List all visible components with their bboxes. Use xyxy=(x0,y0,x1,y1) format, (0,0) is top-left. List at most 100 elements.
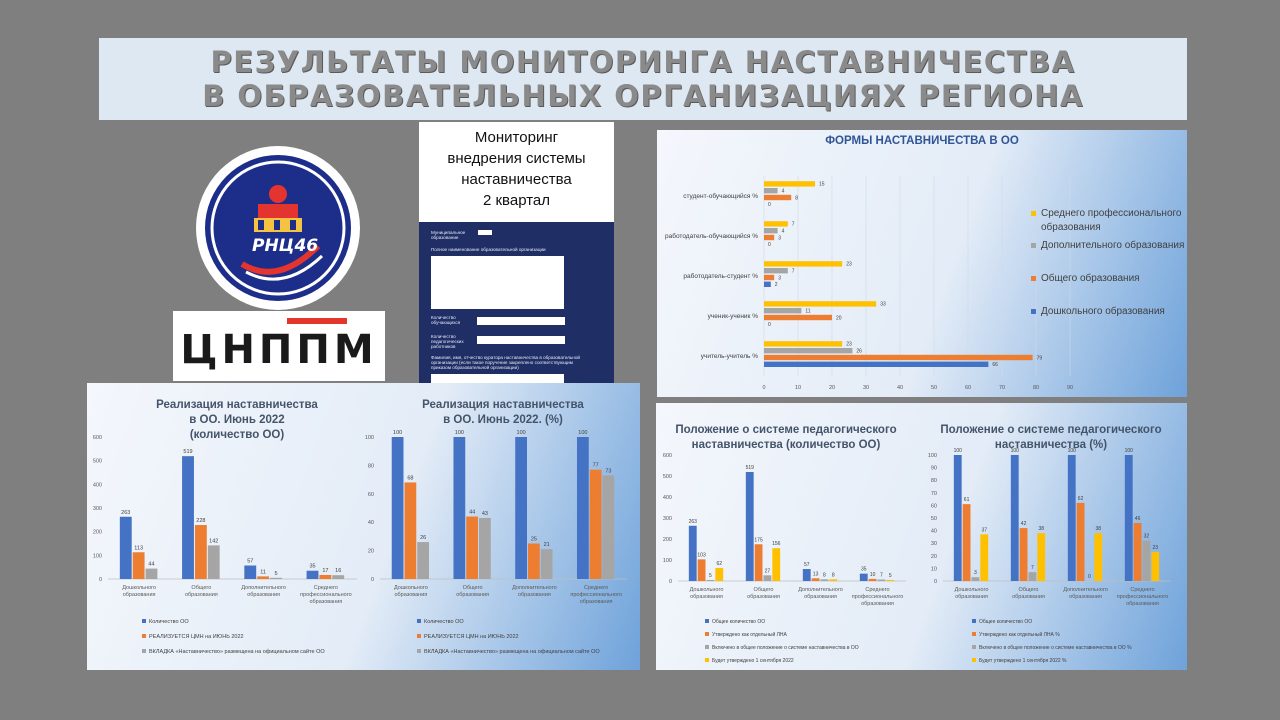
category-label: образования xyxy=(456,592,489,598)
rnc46-logo: РНЦ46 xyxy=(194,146,362,311)
fullname-label: Полное наименование образовательной орга… xyxy=(431,247,546,252)
bar xyxy=(391,437,404,579)
legend-label: Включено в общее положение о системе нас… xyxy=(979,645,1132,651)
chart-panel-realization: Реализация наставничества в ОО. Июнь 2022… xyxy=(87,383,640,670)
y-tick-label: 200 xyxy=(93,530,102,536)
bar xyxy=(772,548,781,581)
x-tick-label: 90 xyxy=(1067,385,1073,391)
y-tick-label: 20 xyxy=(368,549,374,555)
data-label: 26 xyxy=(420,535,426,541)
data-label: 68 xyxy=(407,475,413,481)
legend-label: Общего образования xyxy=(1041,272,1140,284)
y-tick-label: 0 xyxy=(934,579,937,585)
bar xyxy=(688,525,697,581)
legend-swatch xyxy=(972,632,976,636)
bar xyxy=(576,437,589,579)
bar xyxy=(1037,533,1046,581)
monitoring-title-line: 2 квартал xyxy=(482,192,551,209)
data-label: 263 xyxy=(689,519,698,525)
y-tick-label: 80 xyxy=(368,463,374,469)
fullname-input[interactable] xyxy=(431,256,564,309)
data-label: 7 xyxy=(792,269,795,275)
bar xyxy=(453,437,466,579)
bar xyxy=(764,354,1033,361)
data-label: 33 xyxy=(880,302,886,308)
data-label: 263 xyxy=(121,510,130,516)
bar xyxy=(764,221,788,227)
bar xyxy=(971,577,980,581)
bar xyxy=(306,570,319,579)
legend-swatch xyxy=(1031,243,1036,248)
category-label: профессионального xyxy=(300,592,352,598)
data-label: 7 xyxy=(880,573,883,579)
legend-swatch xyxy=(705,645,709,649)
y-tick-label: 200 xyxy=(663,537,672,543)
data-label: 5 xyxy=(274,571,277,577)
data-label: 43 xyxy=(482,511,488,517)
data-label: 21 xyxy=(544,542,550,548)
monitoring-title-line: Мониторинг xyxy=(474,129,559,146)
data-label: 103 xyxy=(697,552,706,558)
y-tick-label: 500 xyxy=(663,474,672,480)
bar xyxy=(829,579,838,581)
y-tick-label: 100 xyxy=(365,435,374,441)
bar xyxy=(119,516,132,579)
data-label: 61 xyxy=(964,497,970,503)
bar xyxy=(763,575,772,581)
category-label: образования xyxy=(247,592,280,598)
data-label: 20 xyxy=(836,315,842,321)
category-label: работодатель-обучающийся % xyxy=(665,232,758,240)
bar xyxy=(332,575,345,579)
category-label: образования xyxy=(518,592,551,598)
data-label: 15 xyxy=(819,182,825,188)
category-label: Среднего xyxy=(314,585,338,591)
y-tick-label: 500 xyxy=(93,459,102,465)
chart-title: Реализация наставничества xyxy=(422,399,584,411)
teachers-label: Количество педагогических работников xyxy=(431,334,464,349)
data-label: 4 xyxy=(782,189,785,195)
data-label: 100 xyxy=(393,430,402,436)
legend-label: Количество ОО xyxy=(424,619,464,625)
bar xyxy=(244,565,257,579)
data-label: 44 xyxy=(148,562,154,568)
legend-label: ВКЛАДКА «Наставничество» размещена на оф… xyxy=(149,648,325,655)
category-label: студент-обучающийся % xyxy=(683,192,758,200)
curator-input[interactable] xyxy=(431,374,564,384)
municipal-label: Муниципальное образование xyxy=(431,230,466,240)
bar xyxy=(1067,455,1076,581)
data-label: 17 xyxy=(322,568,328,574)
category-label: образования xyxy=(394,592,427,598)
y-tick-label: 100 xyxy=(663,558,672,564)
data-label: 57 xyxy=(247,559,253,565)
x-tick-label: 60 xyxy=(965,385,971,391)
bar xyxy=(182,456,194,579)
data-label: 5 xyxy=(889,573,892,579)
bar xyxy=(1028,572,1037,581)
category-label: Дополнительного xyxy=(512,585,557,591)
data-label: 3 xyxy=(778,235,781,241)
data-label: 10 xyxy=(870,572,876,578)
data-label: 8 xyxy=(795,195,798,201)
chart-title: в ОО. Июнь 2022 xyxy=(189,414,284,426)
municipal-select[interactable] xyxy=(478,230,492,235)
data-label: 175 xyxy=(754,537,763,543)
legend-swatch xyxy=(972,619,976,623)
students-input[interactable] xyxy=(477,317,565,325)
data-label: 228 xyxy=(196,518,205,524)
bar xyxy=(589,469,602,579)
bar xyxy=(953,455,962,581)
y-tick-label: 600 xyxy=(93,435,102,441)
monitoring-card: Мониторинг внедрения системы наставничес… xyxy=(419,122,614,384)
data-label: 73 xyxy=(605,468,611,474)
cnppm-accent-bar xyxy=(287,318,347,324)
data-label: 100 xyxy=(1125,448,1134,454)
y-tick-label: 10 xyxy=(931,566,937,572)
y-tick-label: 300 xyxy=(93,506,102,512)
bar xyxy=(764,234,775,241)
teachers-input[interactable] xyxy=(477,336,565,344)
bar xyxy=(980,534,989,581)
category-label: образования xyxy=(690,594,723,600)
banner-line-2: В ОБРАЗОВАТЕЛЬНЫХ ОРГАНИЗАЦИЯХ РЕГИОНА xyxy=(202,79,1084,113)
bar xyxy=(859,573,868,581)
data-label: 0 xyxy=(768,202,771,208)
